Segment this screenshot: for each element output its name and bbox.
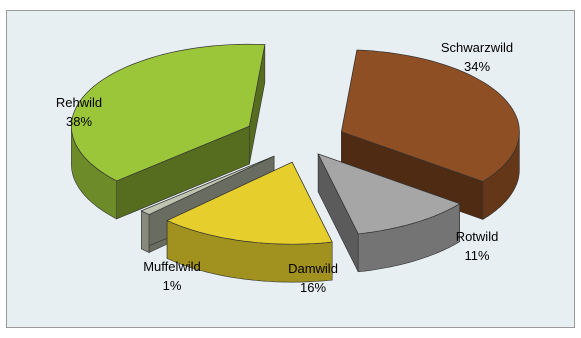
slice-percent-rehwild: 38% [66,114,92,129]
slice-outer-wall [141,210,150,254]
slice-top-face [140,155,275,216]
pie-slice-rotwild [317,153,461,273]
slice-label-schwarzwild: Schwarzwild [441,40,513,55]
slice-top-face [341,49,520,182]
pie-slice-rehwild [71,43,266,220]
slice-label-rehwild: Rehwild [56,95,102,110]
slice-label-rotwild: Rotwild [456,229,499,244]
pie-slice-schwarzwild [341,49,520,221]
slice-top-face [71,43,266,182]
slice-percent-muffelwild: 1% [163,278,182,293]
slice-percent-rotwild: 11% [464,248,489,263]
slice-top-face [317,153,461,235]
pie-slice-damwild [166,161,333,283]
slice-label-muffelwild: Muffelwild [143,259,201,274]
pie-chart: Schwarzwild 34% Rotwild 11% Damwild 16% Muffel… [56,40,520,295]
chart-area: Schwarzwild 34% Rotwild 11% Damwild 16% Muffel… [6,10,575,328]
slice-label-damwild: Damwild [288,261,338,276]
slice-percent-schwarzwild: 34% [464,59,490,74]
slice-percent-damwild: 16% [300,280,326,295]
slice-top-face [166,161,333,245]
